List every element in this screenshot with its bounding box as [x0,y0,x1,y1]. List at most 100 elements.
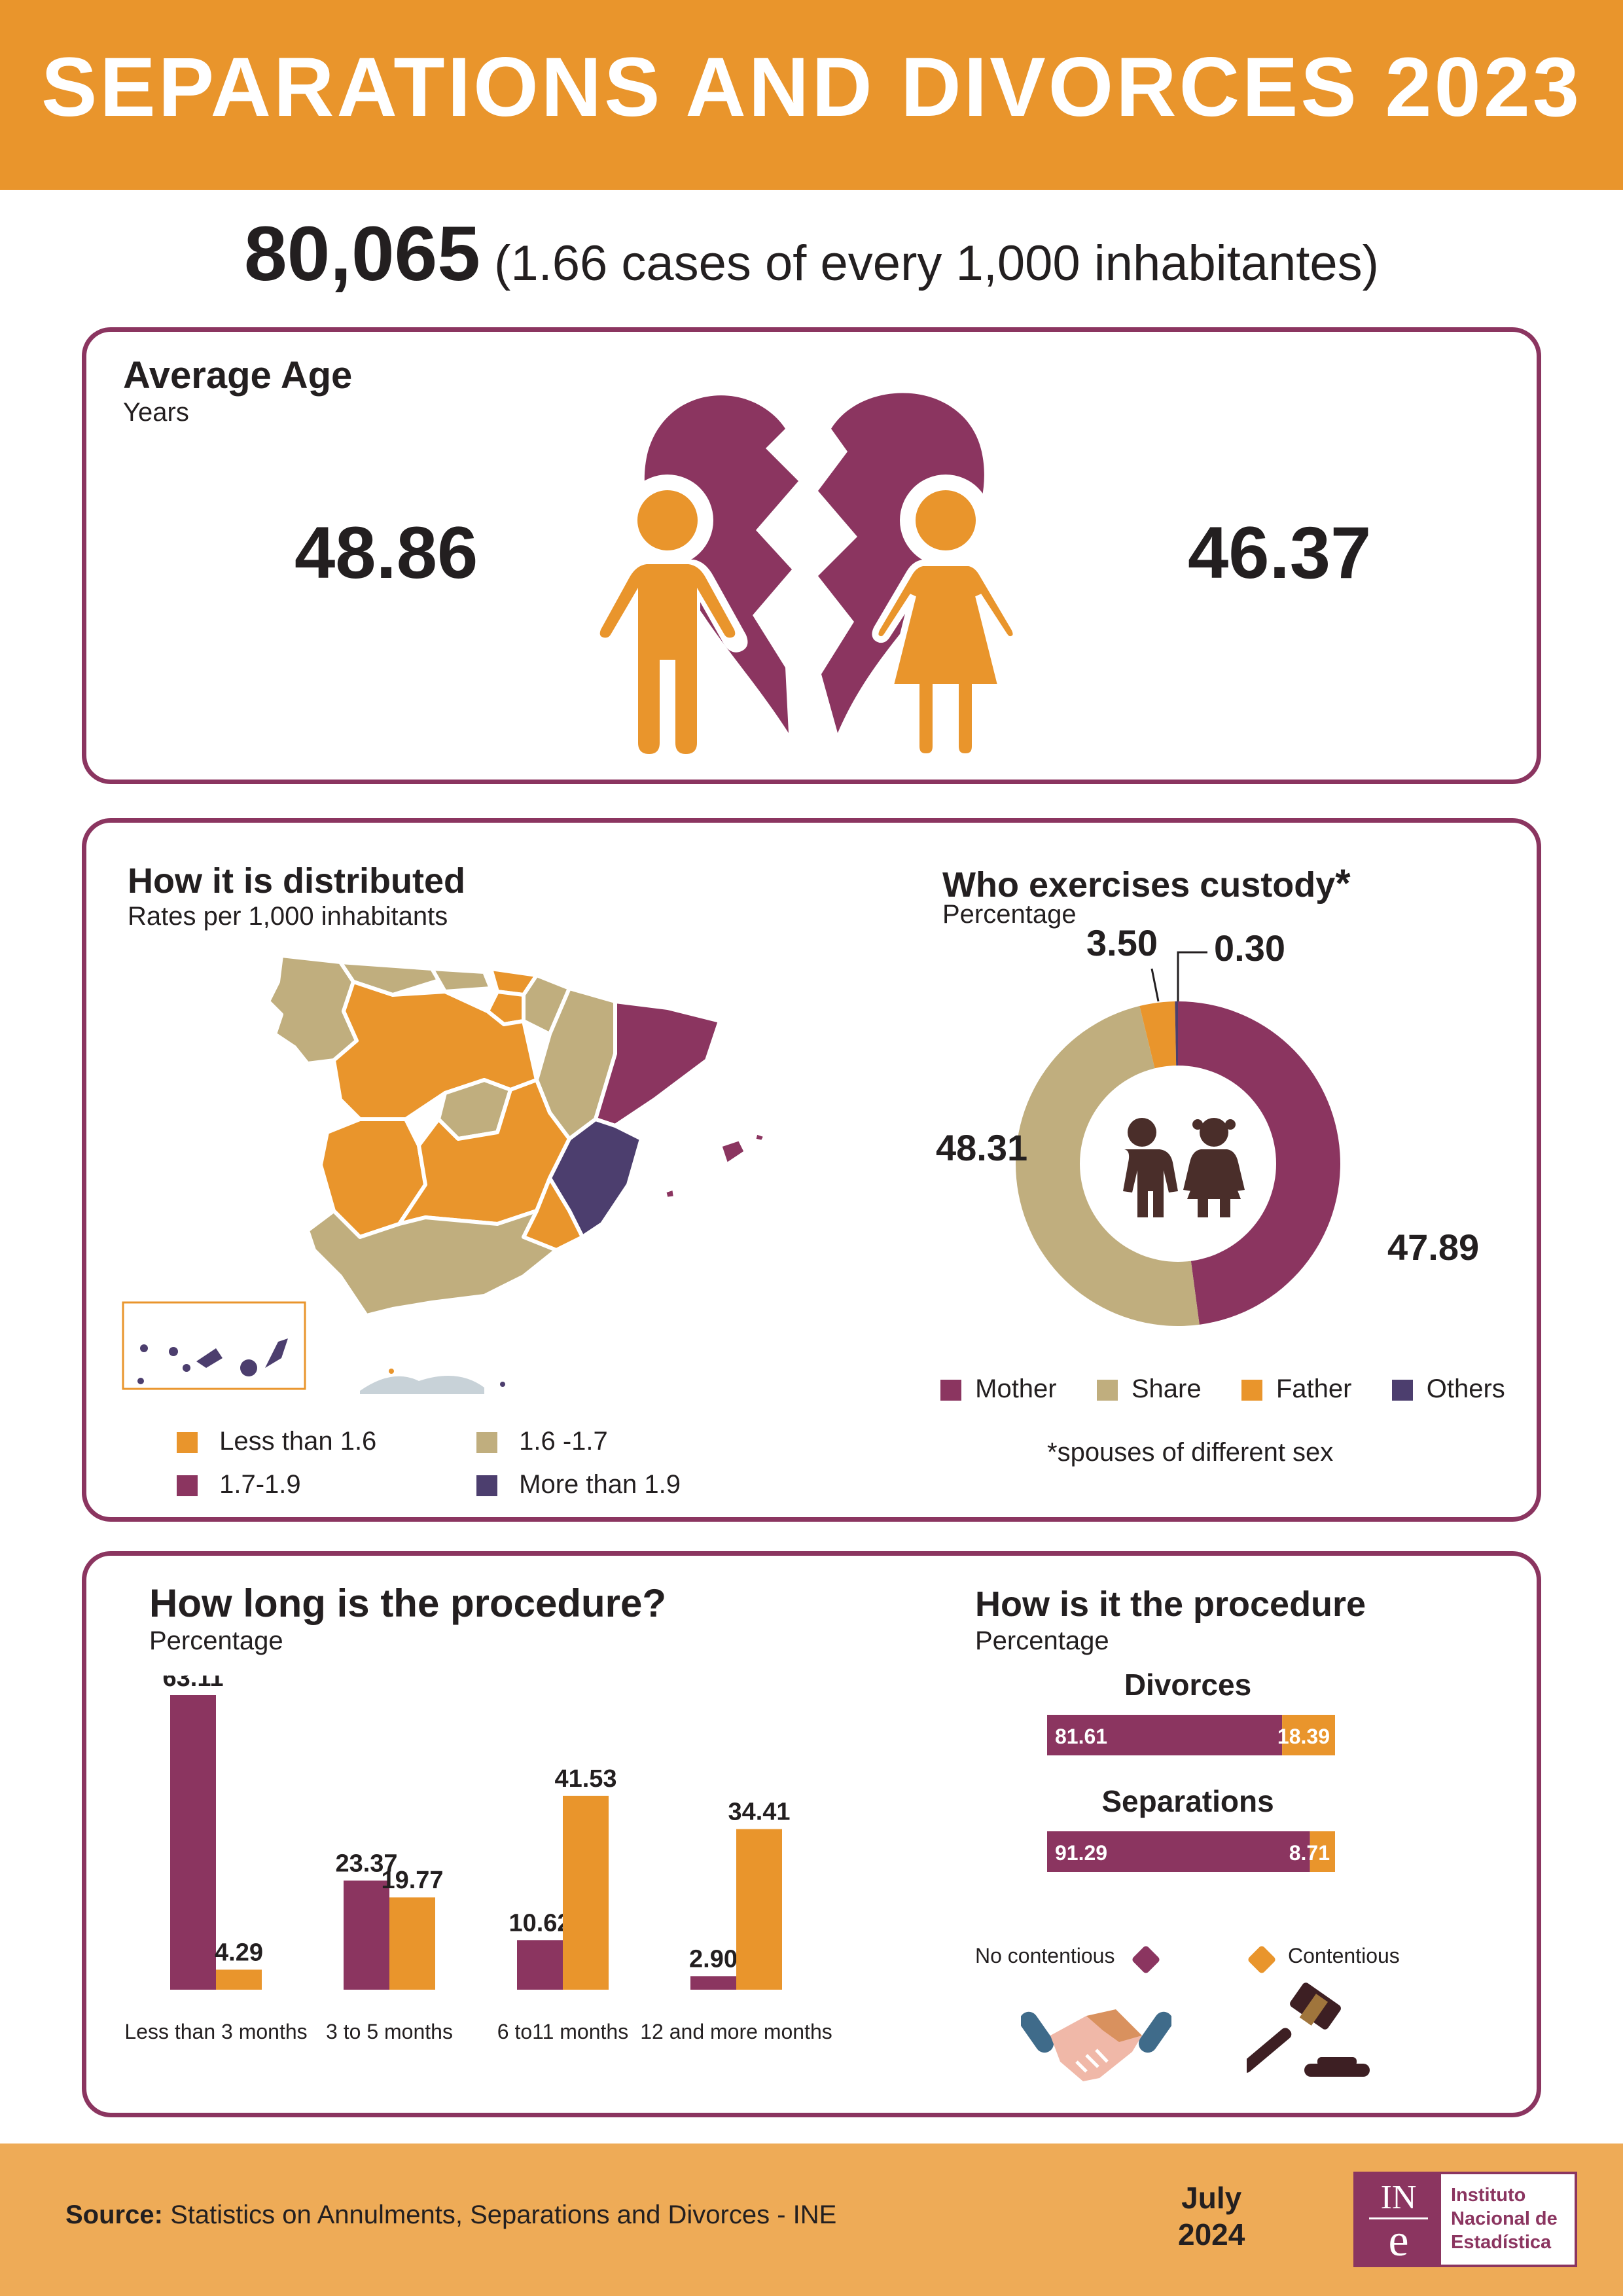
legend-swatch-share [1096,1380,1118,1401]
legend-share-label: Share [1131,1374,1202,1403]
average-age-title: Average Age [123,354,353,397]
ine-logo: IN e Instituto Nacional de Estadística [1353,2172,1577,2267]
region-catalonia [594,999,722,1128]
woman-icon [872,475,1020,761]
procedure-category-divorces: Divorces [1124,1668,1251,1702]
donut-label-others: 0.30 [1214,927,1285,969]
footer-bar [0,2144,1623,2296]
duration-title: How long is the procedure? [149,1581,667,1625]
legend-no-contentious-label: No contentious [975,1944,1115,1967]
diamond-purple-icon [1132,1946,1160,1973]
distribution-subtitle: Rates per 1,000 inhabitants [128,902,448,931]
region-cantabria [430,967,493,994]
ine-logo-line-2: Nacional de [1451,2208,1558,2229]
ine-logo-mark-top: IN [1369,2178,1428,2219]
total-note: (1.66 cases of every 1,000 inhabitantes) [494,236,1379,291]
legend-contentious: Contentious [1288,1944,1400,1968]
legend-others-label: Others [1426,1374,1505,1403]
donut-label-share: 48.31 [936,1127,1027,1168]
bar-no-contentious-2 [517,1940,563,1990]
bar-category-label: Less than 3 months [124,2020,307,2043]
ine-logo-text: Instituto Nacional de Estadística [1451,2183,1558,2254]
average-age-panel [82,327,1541,784]
header-bar [0,0,1623,190]
bar-no-contentious-0 [170,1695,216,1990]
bar-contentious-3 [736,1829,782,1990]
source-line: Source: Statistics on Annulments, Separa… [65,2200,836,2230]
distribution-title: How it is distributed [128,861,466,901]
legend-swatch-father [1241,1380,1262,1401]
date-month: July [1181,2181,1242,2215]
stack-segment-no-contentious [1047,1831,1310,1872]
region-ibiza [662,1186,677,1201]
legend-more-than-1-9: More than 1.9 [476,1470,681,1499]
stack-value-label: 18.39 [1277,1725,1330,1748]
legend-swatch-purple [177,1475,198,1497]
custody-footnote: *spouses of different sex [1047,1438,1334,1467]
ine-logo-line-1: Instituto [1451,2185,1526,2206]
legend-swatch-orange [177,1432,198,1454]
stack-segment-contentious [1282,1715,1335,1755]
donut-center [1080,1066,1276,1262]
total-line: 80,065 (1.66 cases of every 1,000 inhabi… [0,209,1623,298]
legend-father-label: Father [1275,1374,1352,1403]
legend-1-7-to-1-9: 1.7-1.9 [177,1470,301,1499]
legend-swatch-navy [476,1475,497,1497]
stack-value-label: 81.61 [1055,1725,1107,1748]
female-average-age: 46.37 [1188,512,1372,594]
children-icon [1123,1118,1245,1217]
donut-label-father: 3.50 [1086,922,1158,963]
gavel-icon [1247,1982,1370,2077]
procedure-subtitle: Percentage [975,1626,1109,1655]
publication-date: July 2024 [1178,2179,1245,2253]
date-year: 2024 [1178,2217,1245,2251]
bar-contentious-1 [389,1897,435,1990]
custody-title-asterisk: * [1335,861,1351,905]
diamond-orange-icon [1248,1946,1275,1973]
region-balearic [718,1137,748,1167]
stack-segment-contentious [1310,1831,1335,1872]
page-title: SEPARATIONS AND DIVORCES 2023 [41,41,1582,134]
legend-mother-label: Mother [975,1374,1057,1403]
legend-no-contentious: No contentious [975,1944,1115,1968]
stack-value-label: 8.71 [1289,1841,1330,1865]
broken-heart-couple-illustration [589,393,1020,761]
legend-label: Less than 1.6 [219,1427,377,1456]
procedure-title: How is it the procedure [975,1585,1366,1624]
bar-value-label: 34.41 [728,1799,790,1826]
total-value: 80,065 [244,211,480,297]
leader-line-father [1150,968,1160,1002]
legend-swatch-mother [940,1380,961,1401]
legend-swatch-beige [476,1432,497,1454]
bar-value-label: 63.11 [163,1676,224,1692]
region-asturias-cantabria [338,960,447,997]
canary-islands [137,1338,288,1384]
north-africa-coast [360,1376,484,1394]
leader-line-others [1177,951,1207,1001]
bar-value-label: 4.29 [215,1939,263,1966]
legend-label: More than 1.9 [519,1470,681,1499]
region-andalucia [306,1209,558,1318]
bar-value-label: 2.90 [689,1945,738,1973]
region-navarra [522,973,571,1036]
custody-subtitle: Percentage [942,900,1077,929]
bar-category-label: 3 to 5 months [326,2020,453,2043]
legend-swatch-others [1391,1380,1413,1401]
bar-no-contentious-1 [344,1880,389,1990]
bar-contentious-0 [216,1969,262,1990]
canary-islands-inset [122,1301,306,1390]
legend-label: 1.7-1.9 [219,1470,301,1499]
ine-logo-line-3: Estadística [1451,2232,1552,2253]
bar-value-label: 10.62 [508,1909,571,1937]
custody-legend: Mother Share Father Others [940,1374,1505,1404]
bar-value-label: 41.53 [554,1765,616,1793]
source-text: Statistics on Annulments, Separations an… [170,2200,837,2229]
male-average-age: 48.86 [294,512,478,594]
bar-no-contentious-3 [690,1976,736,1990]
bar-value-label: 19.77 [381,1867,443,1894]
duration-subtitle: Percentage [149,1626,283,1655]
custody-title: Who exercises custody* [942,861,1351,906]
stack-segment-no-contentious [1047,1715,1283,1755]
average-age-subtitle: Years [123,398,189,427]
